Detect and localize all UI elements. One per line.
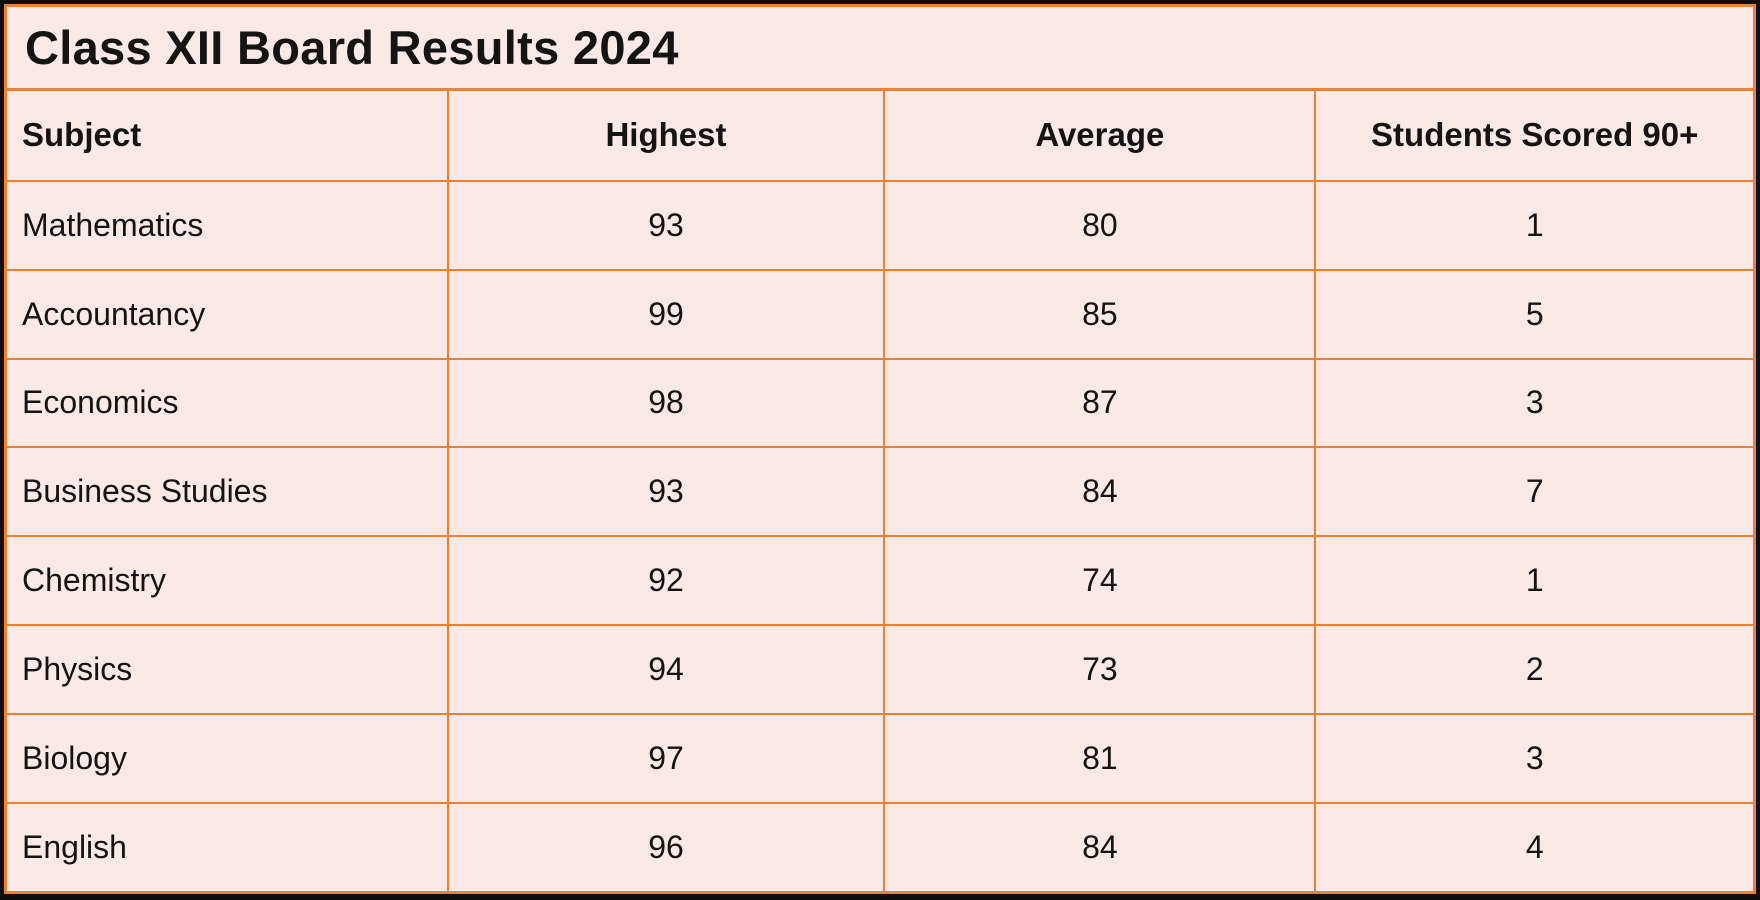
- results-table: Class XII Board Results 2024 Subject Hig…: [4, 4, 1756, 894]
- subject-cell: Economics: [7, 359, 449, 447]
- table-row: Business Studies 93 84 7: [7, 448, 1753, 538]
- table-row: Biology 97 81 3: [7, 715, 1753, 805]
- average-cell: 80: [885, 181, 1317, 269]
- table-row: Chemistry 92 74 1: [7, 537, 1753, 627]
- subject-cell: Biology: [7, 715, 449, 803]
- highest-cell: 96: [449, 804, 886, 892]
- students-scored-90plus-cell: 5: [1525, 295, 1544, 332]
- highest-cell: 97: [449, 715, 886, 803]
- column-header-subject: Subject: [7, 91, 449, 180]
- subject-cell: Mathematics: [7, 181, 449, 269]
- subject-cell: Business Studies: [7, 448, 449, 536]
- students-scored-90plus-cell: 1: [1525, 562, 1544, 599]
- subject-cell: Physics: [7, 626, 449, 714]
- table-header-row: Subject Highest Average Students Scored …: [7, 91, 1753, 182]
- highest-cell: 98: [449, 359, 886, 447]
- students-scored-90plus-cell: 7: [1525, 473, 1544, 510]
- column-header-average: Average: [885, 91, 1317, 180]
- column-header-students-scored-90plus: Students Scored 90+: [1371, 116, 1699, 154]
- page-title: Class XII Board Results 2024: [7, 7, 1753, 91]
- table-row: Accountancy 99 85 5: [7, 270, 1753, 360]
- column-header-highest: Highest: [449, 91, 886, 180]
- highest-cell: 93: [449, 181, 886, 269]
- students-scored-90plus-cell: 4: [1525, 829, 1544, 866]
- subject-cell: Accountancy: [7, 270, 449, 358]
- average-cell: 84: [885, 804, 1317, 892]
- table-row: Economics 98 87 3: [7, 359, 1753, 449]
- highest-cell: 93: [449, 448, 886, 536]
- table-row: Mathematics 93 80 1: [7, 181, 1753, 271]
- students-scored-90plus-cell: 3: [1525, 740, 1544, 777]
- subject-cell: English: [7, 804, 449, 892]
- average-cell: 85: [885, 270, 1317, 358]
- highest-cell: 92: [449, 537, 886, 625]
- highest-cell: 99: [449, 270, 886, 358]
- table-body: Mathematics 93 80 1 Accountancy 99 85 5 …: [7, 181, 1753, 892]
- average-cell: 87: [885, 359, 1317, 447]
- students-scored-90plus-cell: 3: [1525, 384, 1544, 421]
- subject-cell: Chemistry: [7, 537, 449, 625]
- students-scored-90plus-cell: 1: [1525, 206, 1544, 243]
- average-cell: 84: [885, 448, 1317, 536]
- average-cell: 74: [885, 537, 1317, 625]
- average-cell: 81: [885, 715, 1317, 803]
- average-cell: 73: [885, 626, 1317, 714]
- students-scored-90plus-cell: 2: [1525, 651, 1544, 688]
- table-row: English 96 84 4: [7, 804, 1753, 892]
- highest-cell: 94: [449, 626, 886, 714]
- table-row: Physics 94 73 2: [7, 626, 1753, 716]
